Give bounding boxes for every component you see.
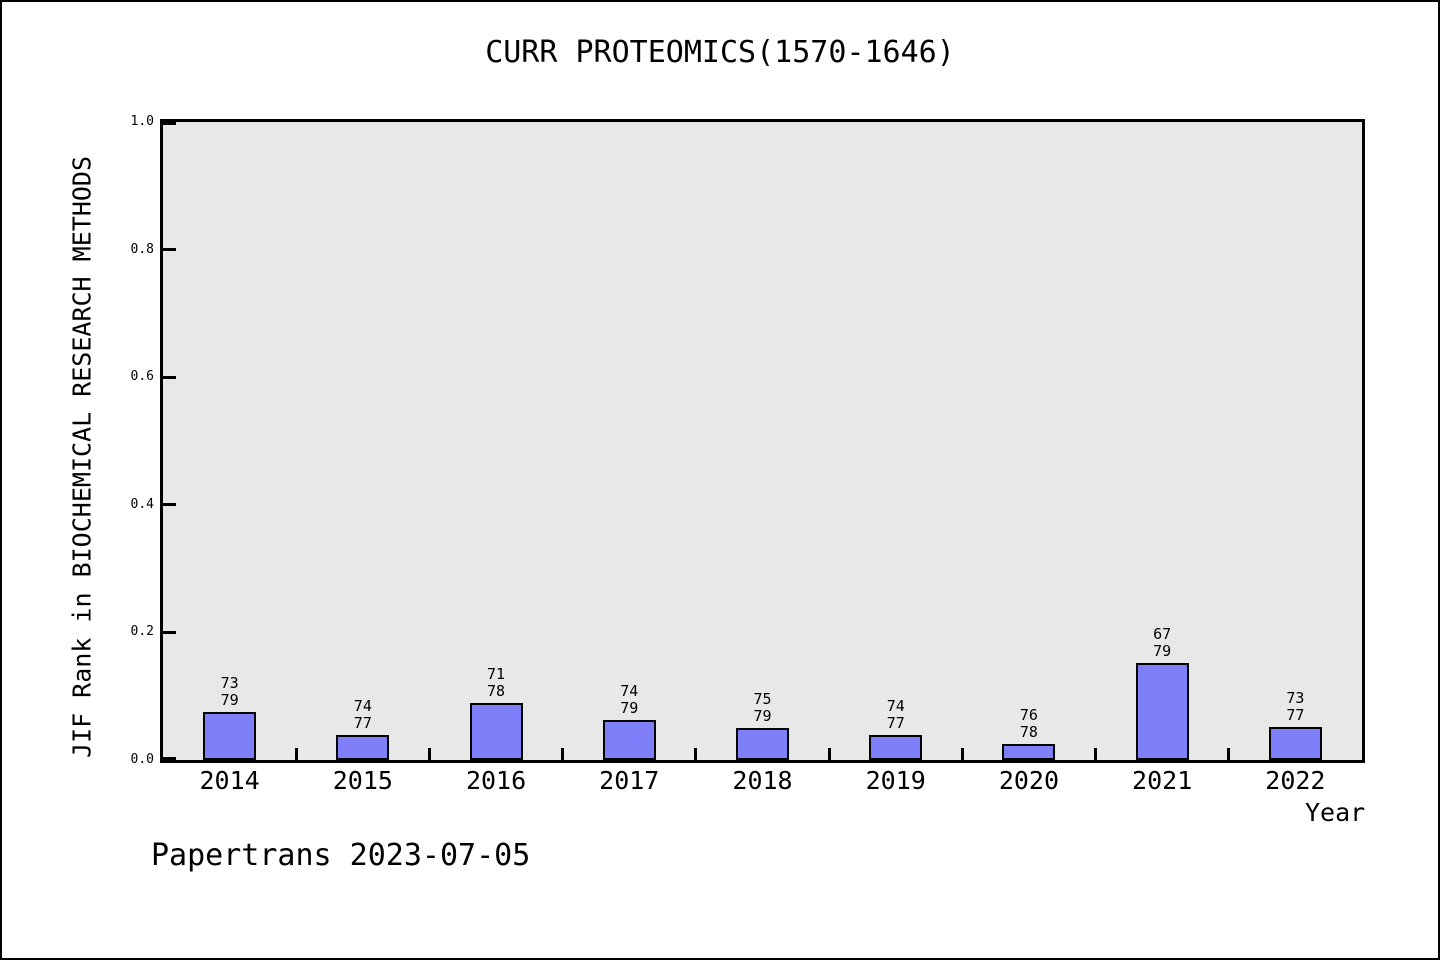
bar-label-rank: 73: [1286, 689, 1305, 707]
bar: [602, 720, 656, 760]
y-tick-mark: [163, 122, 176, 125]
bar-label-rank: 76: [1019, 706, 1038, 724]
bar: [1268, 727, 1322, 760]
bar: [1002, 744, 1056, 760]
x-tick-label: 2017: [599, 766, 660, 795]
bar: [336, 735, 390, 760]
x-tick-label: 2020: [998, 766, 1060, 795]
x-axis-label: Year: [1305, 798, 1366, 827]
y-tick-mark: [163, 630, 176, 634]
bar-label-total: 79: [220, 691, 239, 709]
bar-label-total: 79: [620, 699, 639, 717]
bar: [469, 703, 523, 760]
x-tick-label: 2015: [332, 766, 393, 795]
x-tick-label: 2018: [732, 766, 793, 795]
bar-label-rank: 67: [1153, 625, 1172, 643]
y-tick-mark: [163, 503, 176, 507]
x-tick-label: 2014: [199, 766, 260, 795]
x-minor-tick: [427, 748, 431, 760]
x-minor-tick: [1227, 748, 1231, 760]
y-tick-label: 0.0: [130, 752, 154, 767]
x-tick-label: 2021: [1132, 766, 1193, 795]
bar-label: 74 77: [328, 698, 398, 732]
x-minor-tick: [960, 748, 964, 760]
y-tick-mark: [163, 757, 176, 760]
y-tick-mark: [163, 248, 176, 252]
bar-label: 71 78: [461, 666, 531, 700]
bar-label-rank: 74: [886, 697, 905, 715]
y-tick-label: 0.2: [130, 624, 154, 640]
x-minor-tick: [294, 748, 298, 760]
bar: [203, 712, 257, 760]
x-minor-tick: [694, 748, 698, 760]
bar: [869, 735, 923, 760]
bar-label-rank: 75: [753, 690, 772, 708]
y-tick-label: 0.6: [130, 369, 154, 385]
bar-label-total: 77: [353, 714, 372, 732]
bar-label-rank: 73: [220, 674, 239, 692]
bar-label: 73 77: [1260, 690, 1330, 724]
bar-label-total: 77: [1286, 706, 1305, 724]
x-tick-label: 2016: [465, 766, 527, 795]
bar: [1135, 663, 1189, 760]
bar: [736, 728, 789, 760]
y-tick-mark: [163, 375, 176, 379]
watermark-text: Papertrans 2023-07-05: [151, 838, 531, 873]
x-tick-label: 2019: [865, 766, 926, 795]
bar-label-rank: 74: [353, 697, 372, 715]
x-minor-tick: [1094, 748, 1098, 760]
bar-label: 73 79: [195, 675, 265, 709]
bar-label-total: 79: [1153, 642, 1172, 660]
bar-label: 67 79: [1127, 626, 1197, 660]
y-tick-label: 1.0: [130, 114, 154, 129]
bar-label-total: 78: [487, 682, 506, 700]
bar-label: 76 78: [994, 707, 1064, 741]
y-axis-label: JIF Rank in BIOCHEMICAL RESEARCH METHODS: [67, 155, 97, 759]
bar-label-total: 79: [753, 707, 772, 725]
y-tick-label: 0.8: [130, 241, 154, 257]
bar-label-rank: 74: [620, 682, 639, 700]
bar-label: 75 79: [728, 691, 798, 725]
bar-label: 74 79: [594, 683, 664, 717]
bar-label-rank: 71: [487, 665, 506, 683]
bar-label-total: 77: [886, 714, 905, 732]
x-minor-tick: [827, 748, 831, 760]
bar-label: 74 77: [861, 698, 931, 732]
x-minor-tick: [561, 748, 565, 760]
x-tick-label: 2022: [1265, 766, 1326, 795]
chart-title: CURR PROTEOMICS(1570-1646): [485, 35, 955, 70]
y-tick-label: 0.4: [130, 496, 154, 512]
bar-label-total: 78: [1019, 723, 1038, 741]
plot-area: 73 79 74 77 71 78 74 79 75 79 74 77 76 78 67 79 73 77: [160, 119, 1365, 763]
